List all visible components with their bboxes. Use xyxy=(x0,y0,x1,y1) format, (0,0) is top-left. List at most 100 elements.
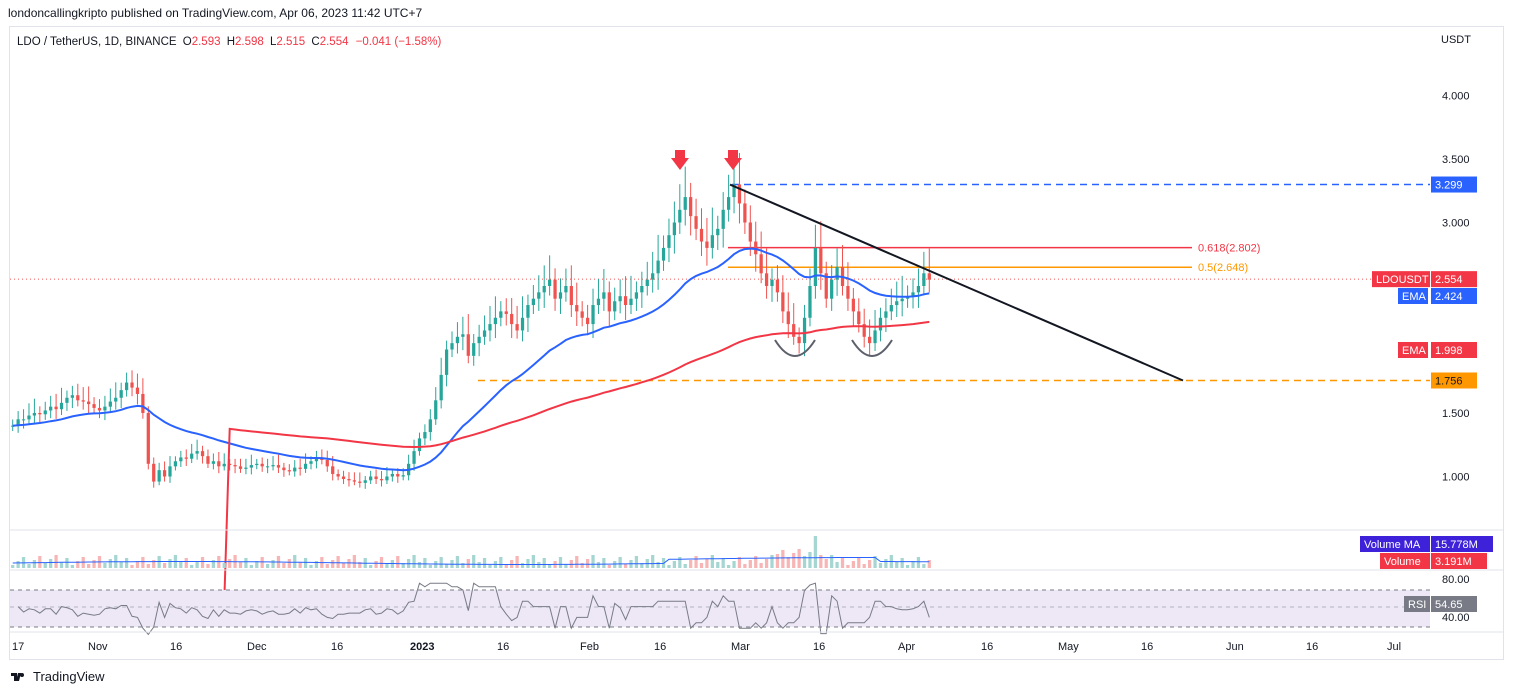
support-tag: 1.756 xyxy=(1431,372,1477,389)
volume-bar xyxy=(526,559,530,568)
volume-ma-name-tag-text: Volume MA xyxy=(1364,539,1421,551)
candle-body xyxy=(699,228,704,242)
volume-bar xyxy=(737,557,742,568)
volume-bar xyxy=(689,560,693,568)
high-key: H xyxy=(226,36,236,48)
ema-slow-name-tag-bg xyxy=(1398,342,1428,358)
candle-body xyxy=(282,467,286,471)
volume-bar xyxy=(678,557,682,568)
volume-bar xyxy=(358,562,362,568)
volume-bar xyxy=(390,560,394,568)
candle-body xyxy=(358,481,362,483)
volume-bar xyxy=(303,558,308,568)
volume-bar xyxy=(293,555,297,568)
ema-fast-tag-bg xyxy=(1431,288,1477,304)
x-tick-label: May xyxy=(1058,641,1079,653)
low-key: L xyxy=(270,36,277,48)
last-price-name-tag-text: LDOUSDT xyxy=(1376,274,1429,286)
candle-body xyxy=(672,222,677,236)
pattern-arc xyxy=(851,339,893,357)
volume-tag-text: 3.191M xyxy=(1435,556,1472,568)
candle-body xyxy=(732,184,736,198)
candle-body xyxy=(428,419,432,433)
candle-body xyxy=(396,473,400,477)
candle-body xyxy=(59,402,64,410)
candle-body xyxy=(537,292,541,299)
tradingview-logo-icon xyxy=(11,672,24,681)
volume-bar xyxy=(656,562,660,568)
candle-body xyxy=(401,475,405,477)
candle-body xyxy=(596,298,601,306)
candle-body xyxy=(179,457,183,462)
trendline xyxy=(729,183,1184,382)
candle-body xyxy=(32,413,37,416)
ema-slow-name-tag: EMA xyxy=(1398,342,1428,358)
candle-body xyxy=(640,286,644,293)
volume-bar xyxy=(542,558,546,568)
y-tick-label: 3.000 xyxy=(1442,218,1470,230)
volume-bar xyxy=(130,565,134,568)
volume-ma-name-tag: Volume MA xyxy=(1360,536,1430,552)
candle-body xyxy=(27,415,31,420)
volume-bar xyxy=(444,564,449,568)
candle-body xyxy=(379,479,384,481)
volume-bar xyxy=(222,563,226,568)
candle-body xyxy=(689,197,693,217)
volume-ma-line xyxy=(12,557,930,565)
candle-body xyxy=(217,461,221,467)
volume-bar xyxy=(341,563,346,568)
candle-body xyxy=(564,286,568,293)
candle-body xyxy=(651,273,655,280)
volume-bar xyxy=(878,563,883,568)
ema-fast-name-tag-bg xyxy=(1398,288,1428,304)
volume-bar xyxy=(472,555,476,568)
candle-body xyxy=(466,334,470,356)
volume-bar xyxy=(461,563,465,568)
volume-bar xyxy=(846,565,850,568)
volume-bar xyxy=(900,558,904,568)
volume-bar xyxy=(683,564,687,568)
volume-bar xyxy=(135,561,140,568)
candle-body xyxy=(103,406,107,411)
volume-bar xyxy=(531,555,535,568)
volume-bar xyxy=(347,559,351,568)
rsi-name-tag: RSI xyxy=(1404,596,1430,612)
candle-body xyxy=(857,311,861,325)
candle-body xyxy=(135,387,140,394)
volume-bar xyxy=(439,557,443,568)
candle-body xyxy=(325,459,329,467)
volume-bar xyxy=(314,561,319,568)
last-price-name-tag-bg xyxy=(1372,271,1430,288)
volume-bar xyxy=(249,565,253,568)
volume-ma-tag-text: 15.778M xyxy=(1435,539,1478,551)
volume-bar xyxy=(868,560,872,568)
rsi-tag: 54.65 xyxy=(1431,596,1477,612)
volume-bar xyxy=(748,560,752,568)
candle-body xyxy=(889,305,893,312)
x-tick-label: 16 xyxy=(170,641,182,653)
volume-bar xyxy=(520,563,525,568)
volume-bar xyxy=(824,559,828,568)
candle-body xyxy=(162,470,167,477)
candle-body xyxy=(352,480,357,482)
volume-bar xyxy=(162,563,167,568)
rsi-line xyxy=(17,582,930,636)
rsi-tag-text: 54.65 xyxy=(1435,599,1463,611)
candle-body xyxy=(472,343,476,356)
volume-bar xyxy=(124,558,129,568)
candle-body xyxy=(830,279,834,299)
ema-fast-line xyxy=(12,247,930,472)
candle-body xyxy=(797,336,801,344)
candle-body xyxy=(390,473,394,477)
volume-bar xyxy=(482,558,487,568)
symbol-name[interactable]: LDO / TetherUS, 1D, BINANCE xyxy=(17,36,177,48)
volume-bar xyxy=(623,564,628,568)
candle-body xyxy=(87,401,91,405)
candle-body xyxy=(580,311,584,318)
volume-bar xyxy=(70,565,74,568)
rsi-band xyxy=(10,590,1430,627)
volume-bar xyxy=(862,564,866,568)
candle-body xyxy=(222,463,226,467)
candle-body xyxy=(200,451,205,457)
